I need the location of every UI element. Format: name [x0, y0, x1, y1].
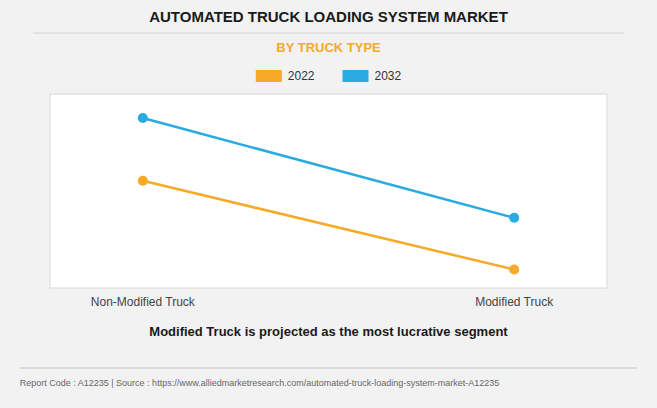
marks: [138, 113, 519, 275]
series-marker: [509, 265, 519, 275]
footer-text: Modified Truck is projected as the most …: [149, 324, 508, 339]
legend-label: 2022: [288, 69, 315, 83]
title-separator: [33, 33, 624, 34]
legend-swatch: [343, 70, 369, 82]
source-text: Report Code : A12235 | Source : https://…: [20, 378, 500, 388]
title: AUTOMATED TRUCK LOADING SYSTEM MARKET: [149, 8, 508, 25]
legend: 2022 2032: [256, 69, 402, 83]
legend-item: 2032: [343, 69, 402, 83]
series-line: [143, 118, 514, 218]
series-marker: [509, 213, 519, 223]
x-tick-label: Modified Truck: [475, 295, 554, 309]
subtitle: BY TRUCK TYPE: [276, 40, 381, 55]
x-tick-label: Non-Modified Truck: [91, 295, 196, 309]
legend-item: 2022: [256, 69, 315, 83]
plot-frame: [50, 94, 607, 288]
series-line: [143, 181, 514, 270]
series-marker: [138, 113, 148, 123]
source-separator: [20, 368, 638, 369]
legend-swatch: [256, 70, 282, 82]
background: [0, 0, 657, 408]
series-marker: [138, 176, 148, 186]
legend-label: 2032: [375, 69, 402, 83]
